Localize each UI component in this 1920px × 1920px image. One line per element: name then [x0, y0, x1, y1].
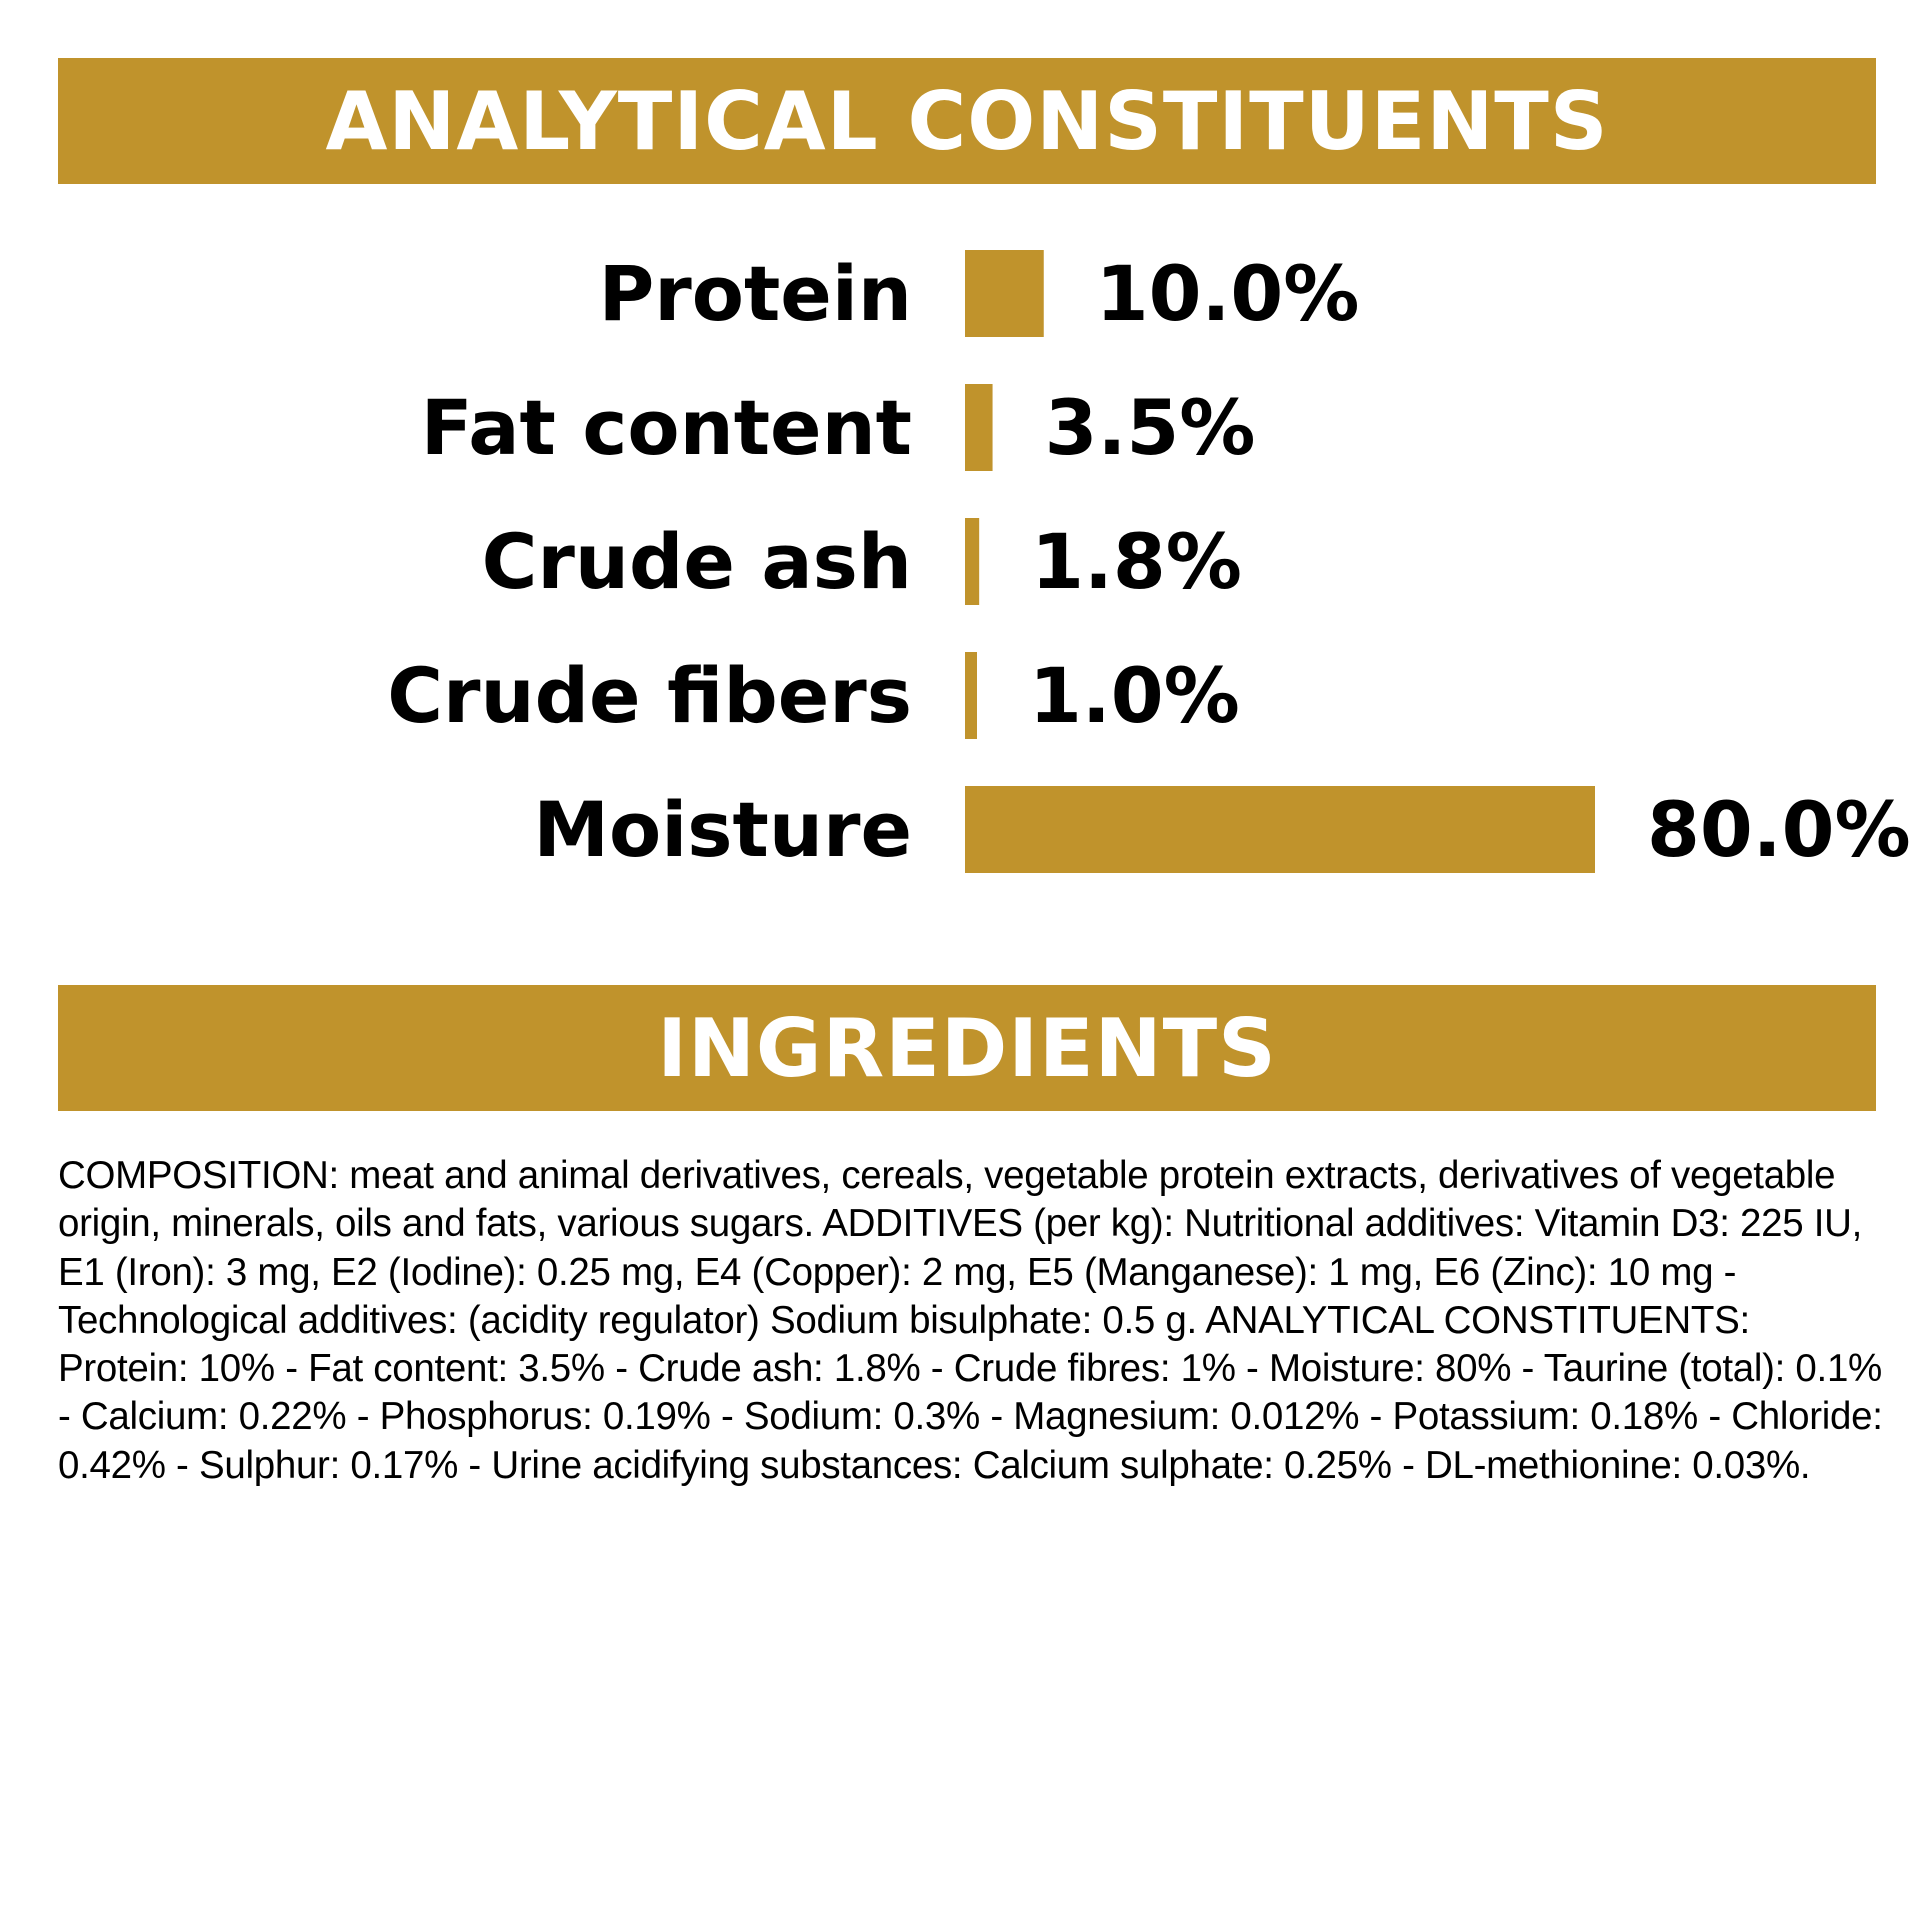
ingredients-title: INGREDIENTS [657, 1001, 1277, 1095]
bar-moisture [965, 786, 1595, 873]
value-label-fat-content: 3.5% [1045, 383, 1256, 472]
ingredients-composition-text: COMPOSITION: meat and animal derivatives… [58, 1154, 1883, 1487]
value-label-protein: 10.0% [1096, 249, 1360, 338]
analytical-constituents-title: ANALYTICAL CONSTITUENTS [325, 74, 1609, 168]
category-label-protein: Protein [599, 249, 912, 338]
value-label-crude-fibers: 1.0% [1029, 651, 1240, 740]
bar-fat-content [965, 384, 993, 471]
category-label-crude-ash: Crude ash [482, 517, 912, 606]
bar-crude-fibers [965, 652, 977, 739]
category-label-fat-content: Fat content [421, 383, 912, 472]
analytical-constituents-chart: Protein 10.0% Fat content 3.5% Crude ash 1.8%… [387, 249, 1911, 874]
ingredients-banner: INGREDIENTS [58, 985, 1876, 1111]
value-label-moisture: 80.0% [1647, 785, 1911, 874]
bar-crude-ash [965, 518, 980, 605]
analytical-constituents-banner: ANALYTICAL CONSTITUENTS [58, 58, 1876, 184]
value-label-crude-ash: 1.8% [1031, 517, 1242, 606]
category-label-crude-fibers: Crude fibers [387, 651, 912, 740]
category-label-moisture: Moisture [533, 785, 912, 874]
bar-protein [965, 250, 1044, 337]
